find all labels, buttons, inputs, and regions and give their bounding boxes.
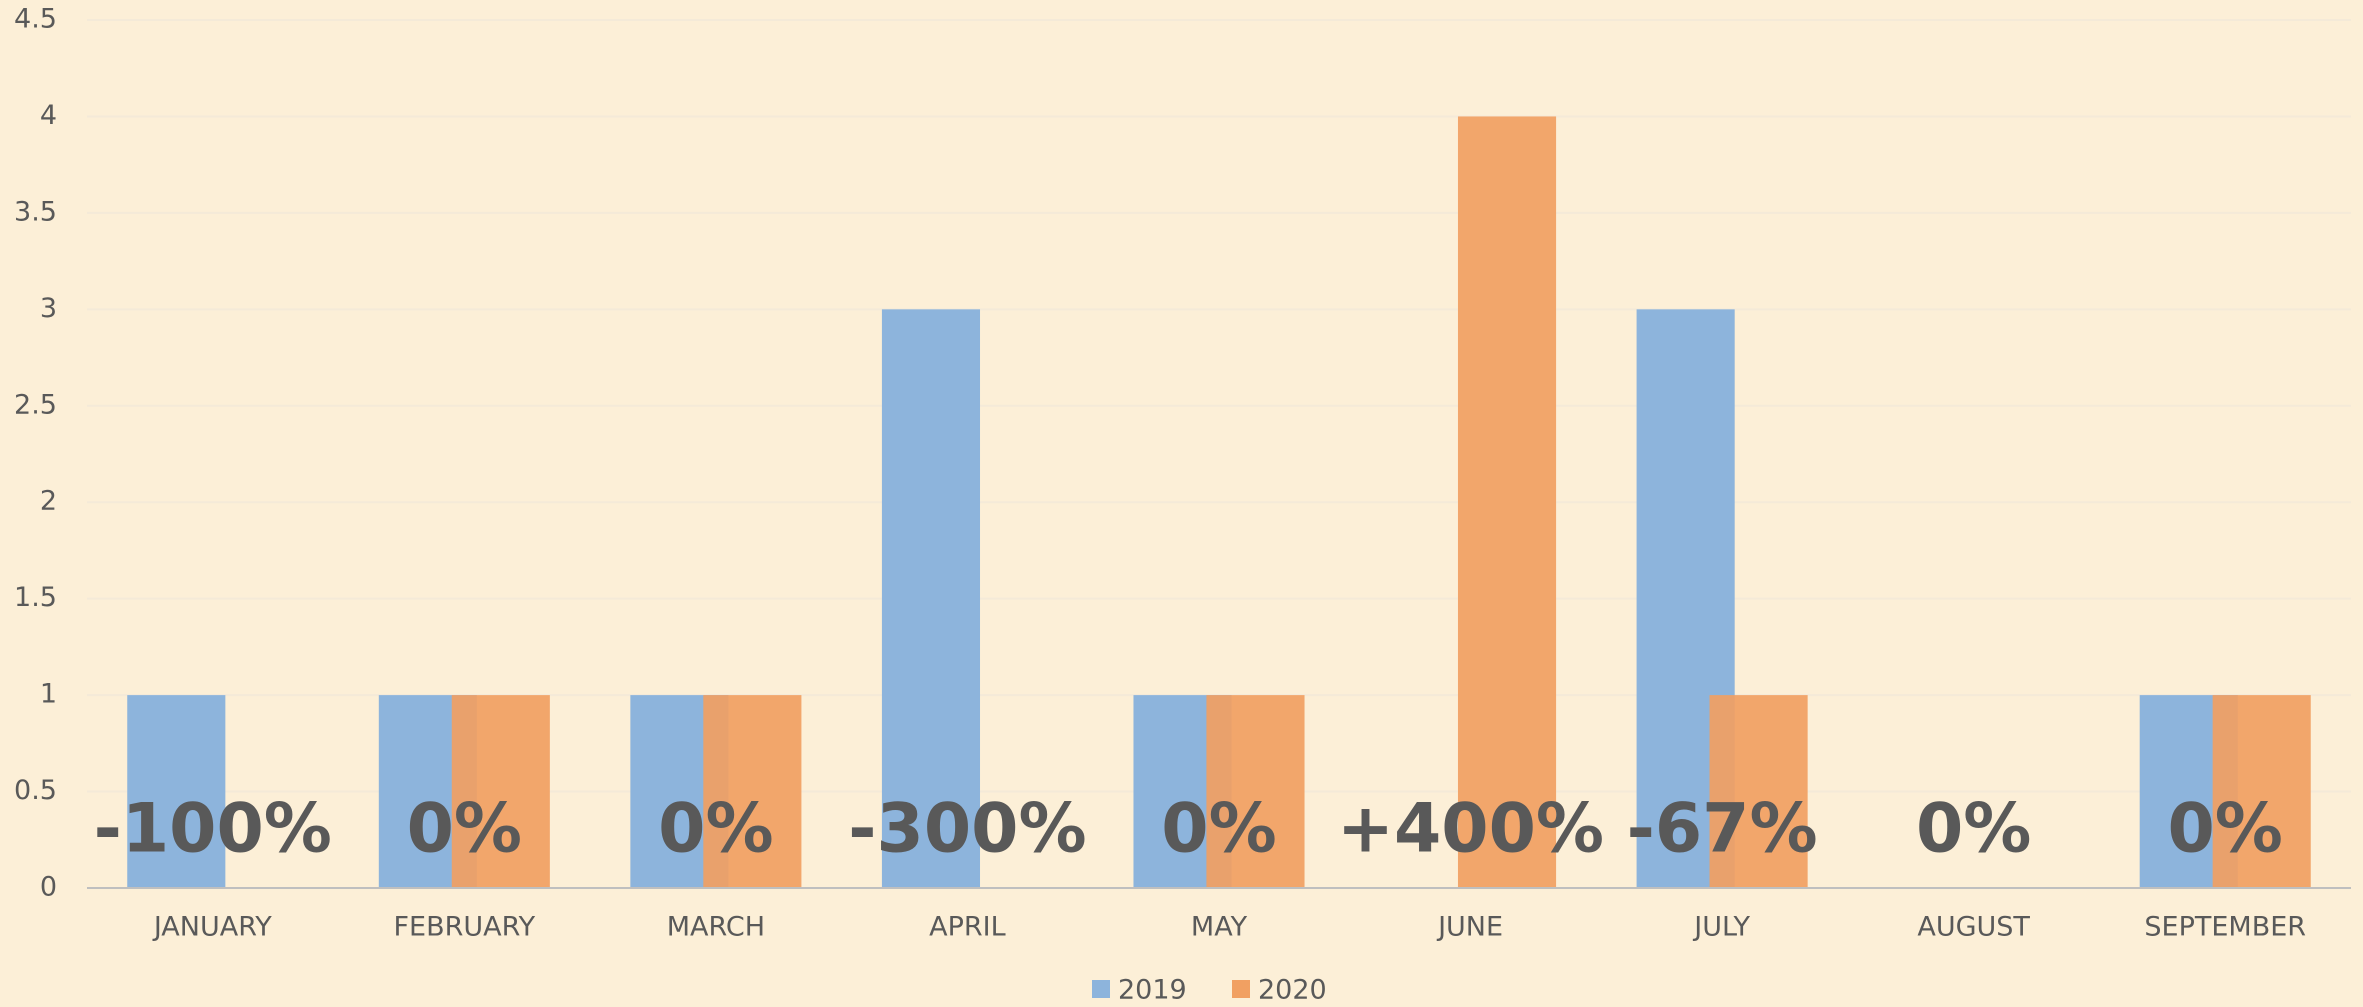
- x-tick-label: JULY: [1692, 912, 1750, 943]
- annotation: +400%: [1337, 790, 1604, 869]
- y-tick-label: 2: [40, 486, 57, 517]
- bar: [1206, 695, 1305, 888]
- bar: [1709, 695, 1808, 888]
- annotation: -100%: [94, 790, 332, 869]
- legend-swatch: [1092, 980, 1110, 998]
- x-tick-label: APRIL: [929, 912, 1006, 943]
- x-tick-label: MARCH: [667, 912, 765, 943]
- annotation: 0%: [1916, 790, 2031, 869]
- y-tick-label: 1.5: [14, 582, 57, 613]
- bar: [881, 309, 981, 888]
- annotation: 0%: [1161, 790, 1276, 869]
- x-tick-label: FEBRUARY: [394, 912, 536, 943]
- annotation: 0%: [658, 790, 773, 869]
- x-tick-label: JANUARY: [152, 912, 272, 943]
- legend-swatch: [1232, 980, 1250, 998]
- y-tick-label: 3: [40, 293, 57, 324]
- y-tick-label: 0: [40, 872, 57, 903]
- bar: [1457, 116, 1557, 888]
- y-tick-label: 1: [40, 679, 57, 710]
- bar: [127, 695, 226, 888]
- annotation: 0%: [2167, 790, 2282, 869]
- bar: [451, 695, 550, 888]
- y-tick-label: 0.5: [14, 775, 57, 806]
- y-tick-label: 4.5: [14, 4, 57, 35]
- x-tick-label: AUGUST: [1917, 912, 2030, 943]
- bar: [703, 695, 802, 888]
- y-tick-label: 3.5: [14, 196, 57, 227]
- legend-label: 2019: [1118, 975, 1187, 1006]
- annotation: -67%: [1627, 790, 1818, 869]
- annotation: 0%: [407, 790, 522, 869]
- x-tick-label: SEPTEMBER: [2144, 912, 2306, 943]
- bar: [2212, 695, 2311, 888]
- y-tick-label: 2.5: [14, 389, 57, 420]
- annotation: -300%: [848, 790, 1086, 869]
- x-tick-label: MAY: [1191, 912, 1248, 943]
- legend-label: 2020: [1258, 975, 1327, 1006]
- y-tick-label: 4: [40, 100, 57, 131]
- x-tick-label: JUNE: [1436, 912, 1503, 943]
